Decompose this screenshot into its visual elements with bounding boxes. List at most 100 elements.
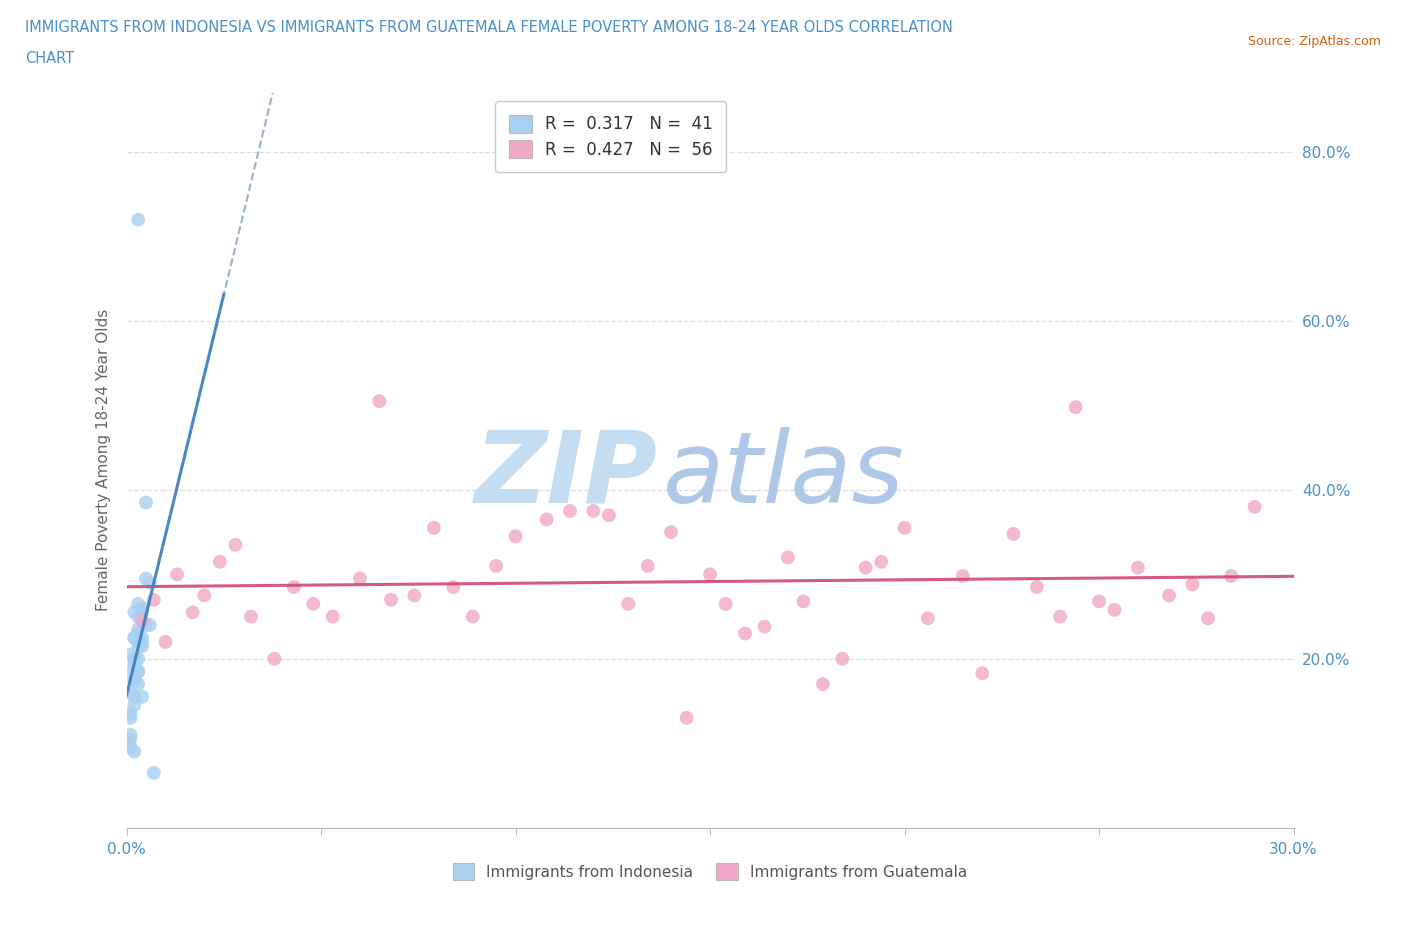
Point bbox=[139, 576, 162, 591]
Point bbox=[124, 689, 146, 704]
Point bbox=[139, 618, 162, 632]
Point bbox=[754, 619, 776, 634]
Point bbox=[127, 596, 149, 611]
Y-axis label: Female Poverty Among 18-24 Year Olds: Female Poverty Among 18-24 Year Olds bbox=[96, 309, 111, 612]
Point bbox=[127, 634, 149, 649]
Point bbox=[127, 677, 149, 692]
Point bbox=[127, 212, 149, 227]
Point bbox=[1104, 603, 1126, 618]
Point bbox=[714, 596, 737, 611]
Point bbox=[659, 525, 682, 539]
Point bbox=[124, 744, 146, 759]
Text: IMMIGRANTS FROM INDONESIA VS IMMIGRANTS FROM GUATEMALA FEMALE POVERTY AMONG 18-2: IMMIGRANTS FROM INDONESIA VS IMMIGRANTS … bbox=[25, 20, 953, 35]
Point bbox=[131, 604, 153, 619]
Point bbox=[166, 567, 188, 582]
Point bbox=[127, 664, 149, 679]
Point bbox=[131, 639, 153, 654]
Point bbox=[972, 666, 994, 681]
Point bbox=[893, 521, 915, 536]
Point bbox=[776, 550, 799, 565]
Point bbox=[322, 609, 344, 624]
Point bbox=[734, 626, 756, 641]
Point bbox=[208, 554, 231, 569]
Legend: Immigrants from Indonesia, Immigrants from Guatemala: Immigrants from Indonesia, Immigrants fr… bbox=[447, 857, 973, 886]
Text: atlas: atlas bbox=[664, 427, 905, 524]
Point bbox=[124, 698, 146, 712]
Point bbox=[120, 732, 142, 747]
Point bbox=[120, 711, 142, 725]
Point bbox=[127, 639, 149, 654]
Point bbox=[224, 538, 246, 552]
Point bbox=[127, 626, 149, 641]
Point bbox=[120, 706, 142, 721]
Point bbox=[558, 503, 581, 518]
Point bbox=[792, 594, 814, 609]
Point bbox=[423, 521, 446, 536]
Point bbox=[485, 559, 508, 574]
Point bbox=[349, 571, 371, 586]
Point bbox=[917, 611, 939, 626]
Point bbox=[536, 512, 558, 527]
Point bbox=[131, 689, 153, 704]
Point bbox=[1126, 560, 1149, 575]
Point bbox=[637, 559, 659, 574]
Point bbox=[142, 592, 165, 607]
Point bbox=[120, 740, 142, 755]
Point bbox=[1025, 579, 1047, 594]
Point bbox=[368, 393, 391, 408]
Point bbox=[124, 672, 146, 687]
Point bbox=[120, 727, 142, 742]
Point bbox=[120, 647, 142, 662]
Point bbox=[952, 568, 974, 583]
Point bbox=[124, 631, 146, 645]
Point bbox=[675, 711, 697, 725]
Point bbox=[598, 508, 620, 523]
Point bbox=[193, 588, 215, 603]
Point bbox=[124, 631, 146, 645]
Point bbox=[240, 609, 263, 624]
Point bbox=[135, 571, 157, 586]
Point bbox=[131, 631, 153, 645]
Point bbox=[127, 664, 149, 679]
Point bbox=[811, 677, 834, 692]
Point bbox=[263, 651, 285, 666]
Point bbox=[120, 685, 142, 700]
Point bbox=[120, 664, 142, 679]
Point bbox=[461, 609, 484, 624]
Point bbox=[124, 604, 146, 619]
Point bbox=[1220, 568, 1243, 583]
Point bbox=[131, 601, 153, 616]
Point bbox=[155, 634, 177, 649]
Point bbox=[404, 588, 426, 603]
Point bbox=[1088, 594, 1111, 609]
Point bbox=[617, 596, 640, 611]
Point bbox=[127, 651, 149, 666]
Text: Source: ZipAtlas.com: Source: ZipAtlas.com bbox=[1247, 35, 1381, 48]
Point bbox=[1197, 611, 1219, 626]
Point bbox=[582, 503, 605, 518]
Point bbox=[1064, 400, 1087, 415]
Point bbox=[283, 579, 305, 594]
Point bbox=[142, 765, 165, 780]
Point bbox=[124, 651, 146, 666]
Point bbox=[1181, 577, 1204, 591]
Point bbox=[131, 614, 153, 629]
Point bbox=[181, 604, 204, 619]
Point bbox=[441, 579, 464, 594]
Point bbox=[1049, 609, 1071, 624]
Point bbox=[380, 592, 402, 607]
Point bbox=[855, 560, 877, 575]
Point bbox=[870, 554, 893, 569]
Point bbox=[831, 651, 853, 666]
Text: ZIP: ZIP bbox=[474, 427, 658, 524]
Point bbox=[127, 622, 149, 637]
Point bbox=[135, 618, 157, 632]
Point bbox=[124, 656, 146, 671]
Point bbox=[1157, 588, 1180, 603]
Point bbox=[124, 672, 146, 687]
Point bbox=[131, 634, 153, 649]
Point bbox=[699, 567, 721, 582]
Text: CHART: CHART bbox=[25, 51, 75, 66]
Point bbox=[127, 609, 149, 624]
Point bbox=[302, 596, 325, 611]
